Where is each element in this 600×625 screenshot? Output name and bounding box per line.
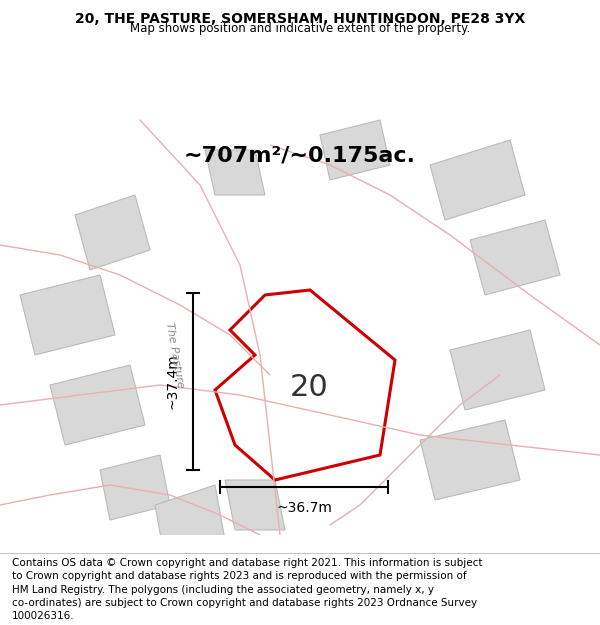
Polygon shape	[75, 195, 150, 270]
Polygon shape	[320, 120, 390, 180]
Text: ~707m²/~0.175ac.: ~707m²/~0.175ac.	[184, 145, 416, 165]
Polygon shape	[420, 420, 520, 500]
Text: 20: 20	[290, 373, 329, 402]
Text: 20, THE PASTURE, SOMERSHAM, HUNTINGDON, PE28 3YX: 20, THE PASTURE, SOMERSHAM, HUNTINGDON, …	[75, 12, 525, 26]
Polygon shape	[205, 150, 265, 195]
Text: Contains OS data © Crown copyright and database right 2021. This information is : Contains OS data © Crown copyright and d…	[12, 558, 482, 568]
Text: co-ordinates) are subject to Crown copyright and database rights 2023 Ordnance S: co-ordinates) are subject to Crown copyr…	[12, 598, 477, 608]
Polygon shape	[20, 275, 115, 355]
Polygon shape	[225, 480, 285, 530]
Text: HM Land Registry. The polygons (including the associated geometry, namely x, y: HM Land Registry. The polygons (includin…	[12, 585, 434, 595]
Text: ~37.4m: ~37.4m	[165, 354, 179, 409]
Polygon shape	[155, 485, 225, 560]
Polygon shape	[100, 455, 170, 520]
Text: 100026316.: 100026316.	[12, 611, 74, 621]
Polygon shape	[215, 290, 395, 480]
Text: The Pasture: The Pasture	[164, 321, 185, 389]
Text: Map shows position and indicative extent of the property.: Map shows position and indicative extent…	[130, 22, 470, 35]
Text: to Crown copyright and database rights 2023 and is reproduced with the permissio: to Crown copyright and database rights 2…	[12, 571, 467, 581]
Polygon shape	[50, 365, 145, 445]
Polygon shape	[450, 330, 545, 410]
Text: ~36.7m: ~36.7m	[276, 501, 332, 515]
Polygon shape	[470, 220, 560, 295]
Polygon shape	[430, 140, 525, 220]
